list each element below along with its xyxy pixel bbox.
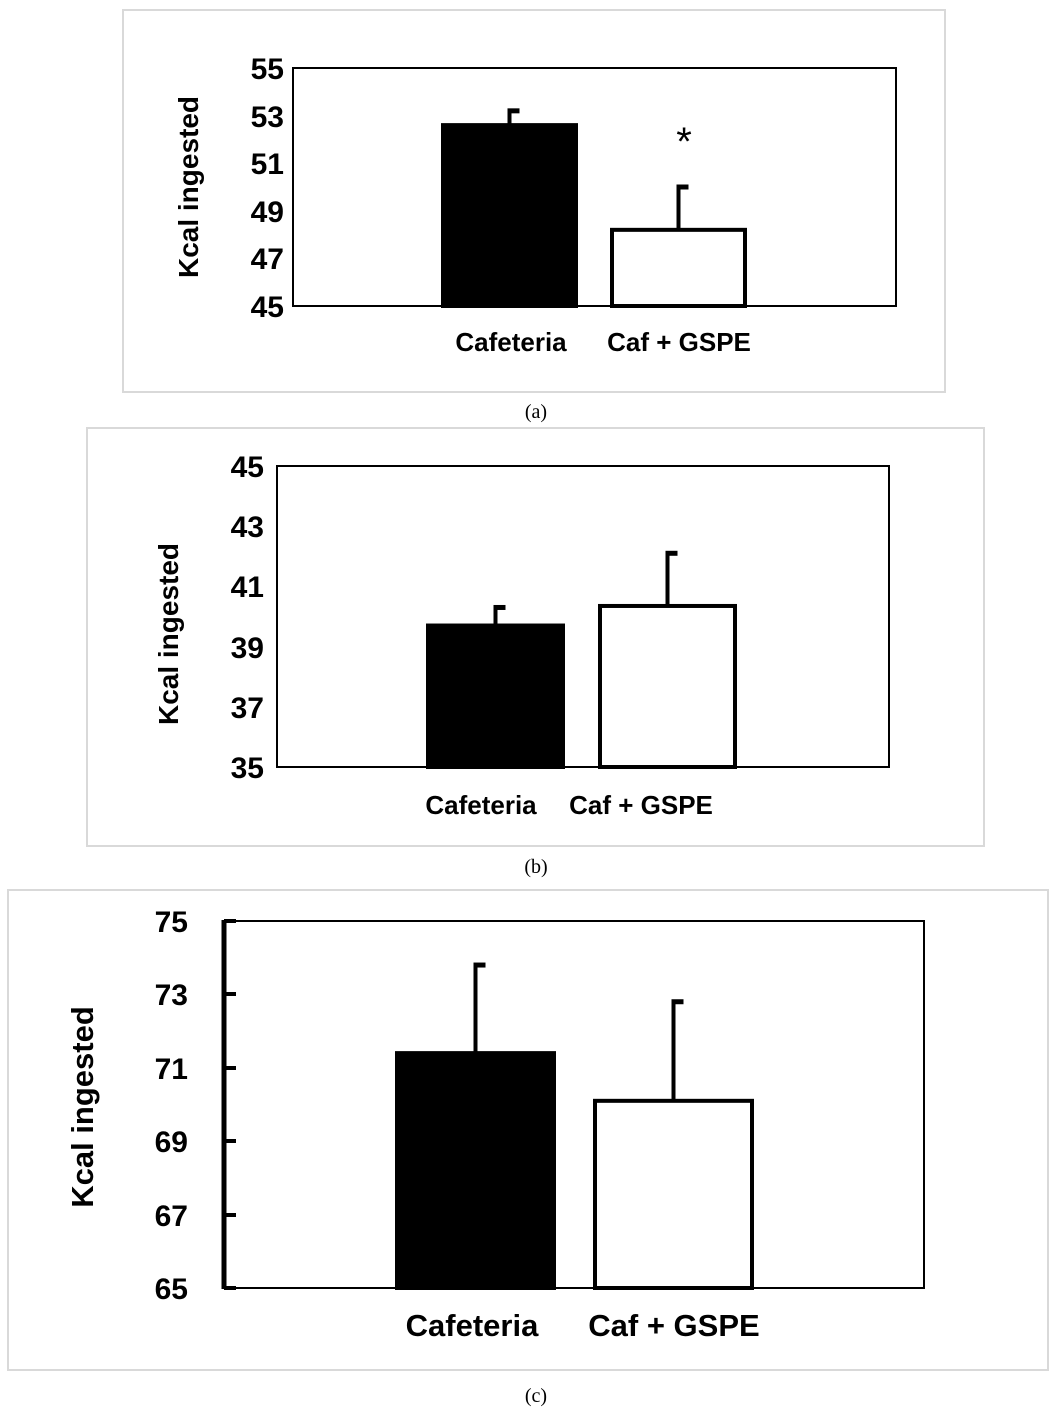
y-axis-label: Kcal ingested: [65, 1006, 100, 1208]
y-tick-label: 45: [231, 451, 264, 484]
plot-area: [276, 465, 890, 768]
y-axis-label: Kcal ingested: [153, 543, 184, 725]
category-label: Caf + GSPE: [607, 327, 751, 357]
panel-label: (b): [524, 856, 547, 878]
bar-cafeteria: [426, 623, 565, 770]
y-tick-labels: 35 37 39 41 43 45: [231, 451, 264, 785]
error-bars: [507, 108, 689, 230]
panel-label: (c): [525, 1385, 547, 1407]
category-label: Cafeteria: [455, 327, 567, 357]
y-tick-label: 43: [231, 511, 264, 544]
chart-panel-a: 45 47 49 51 53 55 Kcal ingested Cafeteri…: [122, 9, 946, 423]
y-tick-label: 49: [251, 196, 284, 229]
y-tick-label: 53: [251, 101, 284, 134]
y-tick-label: 55: [251, 53, 284, 86]
y-tick-label: 39: [231, 632, 264, 665]
error-bars: [493, 550, 678, 626]
y-tick-label: 69: [155, 1126, 188, 1159]
bars: [395, 1051, 754, 1290]
y-tick-label: 41: [231, 571, 264, 604]
y-axis-ticks: [224, 919, 236, 1290]
significance-marker: *: [676, 120, 692, 164]
y-tick-label: 51: [251, 148, 284, 181]
category-label: Caf + GSPE: [569, 790, 713, 820]
category-label: Cafeteria: [406, 1308, 539, 1343]
bar-caf-gspe: [598, 603, 737, 770]
y-tick-label: 37: [231, 692, 264, 725]
bar-caf-gspe: [593, 1098, 754, 1290]
y-tick-label: 45: [251, 291, 284, 324]
bar-cafeteria: [441, 123, 578, 309]
bar-cafeteria: [395, 1051, 556, 1290]
plot-area: [292, 67, 897, 307]
y-tick-label: 73: [155, 979, 188, 1012]
y-tick-label: 71: [155, 1053, 188, 1086]
error-bars: [473, 962, 684, 1101]
y-tick-label: 75: [155, 906, 188, 939]
y-tick-label: 67: [155, 1200, 188, 1233]
category-label: Caf + GSPE: [588, 1308, 759, 1343]
chart-panel-c: 65 67 69 71 73 75 Kcal ingested Cafeteri…: [7, 889, 1049, 1407]
panel-label: (a): [525, 401, 547, 423]
chart-panel-b: 35 37 39 41 43 45 Kcal ingested Cafeteri…: [86, 427, 985, 878]
y-tick-labels: 65 67 69 71 73 75: [155, 906, 188, 1306]
y-tick-label: 47: [251, 243, 284, 276]
bars: [426, 603, 737, 770]
y-tick-label: 35: [231, 752, 264, 785]
y-tick-label: 65: [155, 1273, 188, 1306]
category-label: Cafeteria: [425, 790, 537, 820]
bar-caf-gspe: [610, 227, 747, 308]
y-tick-labels: 45 47 49 51 53 55: [251, 53, 284, 324]
y-axis-label: Kcal ingested: [173, 96, 204, 278]
